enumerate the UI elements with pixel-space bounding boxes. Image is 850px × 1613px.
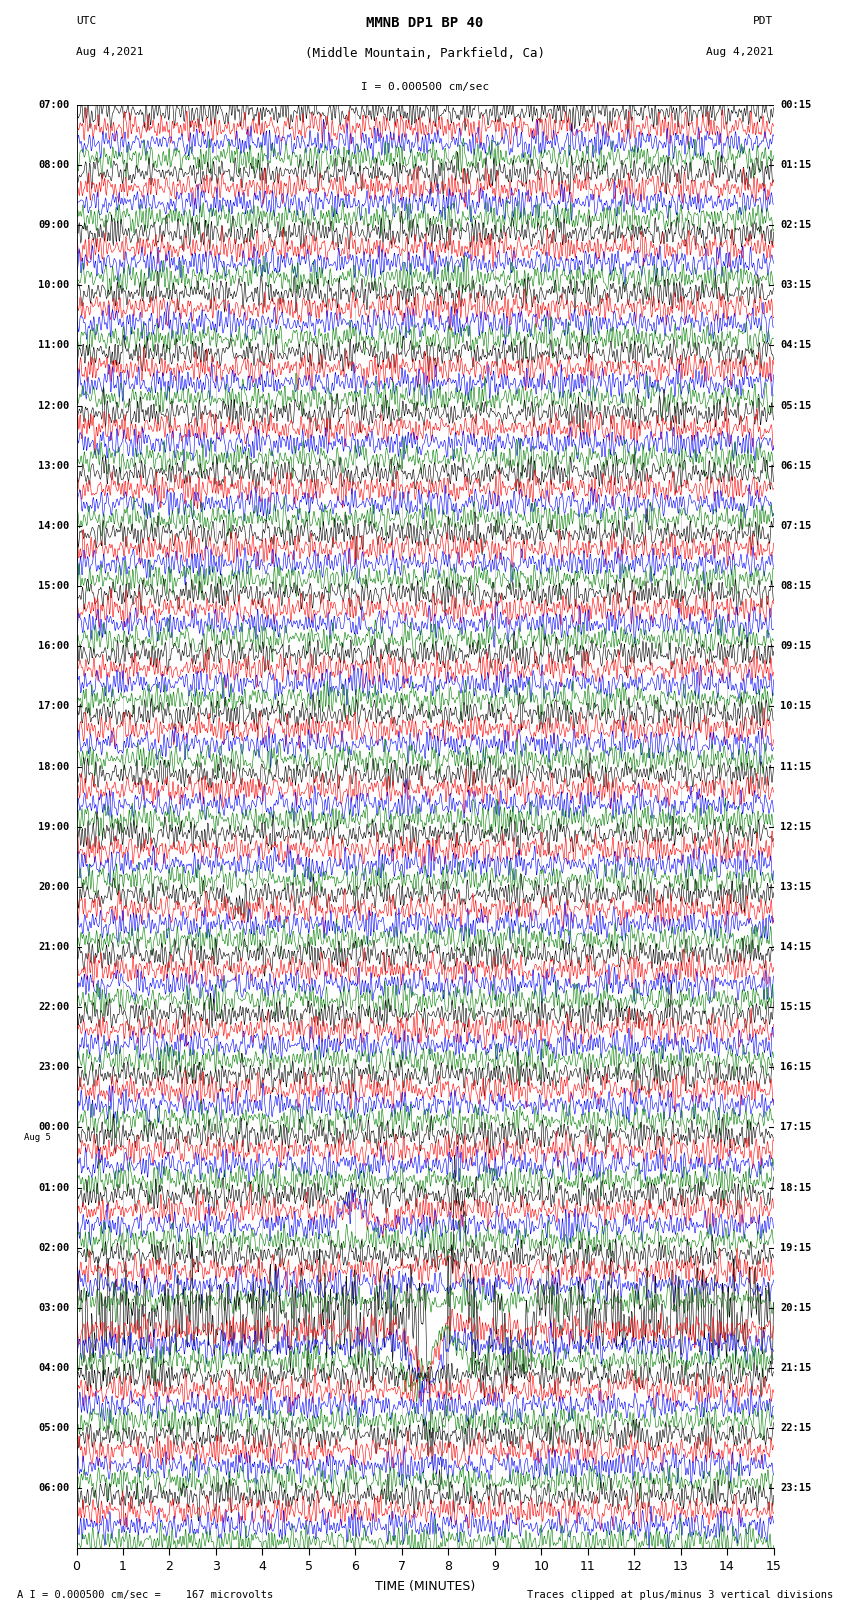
Text: UTC: UTC xyxy=(76,16,97,26)
Text: 05:00: 05:00 xyxy=(38,1423,70,1434)
Text: (Middle Mountain, Parkfield, Ca): (Middle Mountain, Parkfield, Ca) xyxy=(305,47,545,60)
Text: 07:00: 07:00 xyxy=(38,100,70,110)
Text: 13:00: 13:00 xyxy=(38,461,70,471)
Text: 06:15: 06:15 xyxy=(780,461,812,471)
Text: 07:15: 07:15 xyxy=(780,521,812,531)
Text: 15:00: 15:00 xyxy=(38,581,70,590)
Text: 03:15: 03:15 xyxy=(780,281,812,290)
Text: 00:15: 00:15 xyxy=(780,100,812,110)
Text: 09:00: 09:00 xyxy=(38,219,70,231)
Text: I = 0.000500 cm/sec: I = 0.000500 cm/sec xyxy=(361,82,489,92)
Text: 02:15: 02:15 xyxy=(780,219,812,231)
Text: 14:15: 14:15 xyxy=(780,942,812,952)
Text: Aug 5: Aug 5 xyxy=(24,1134,51,1142)
Text: 16:15: 16:15 xyxy=(780,1063,812,1073)
Text: Aug 4,2021: Aug 4,2021 xyxy=(76,47,144,56)
Text: 19:15: 19:15 xyxy=(780,1242,812,1253)
Text: 05:15: 05:15 xyxy=(780,400,812,411)
Text: MMNB DP1 BP 40: MMNB DP1 BP 40 xyxy=(366,16,484,29)
Text: 01:00: 01:00 xyxy=(38,1182,70,1192)
Text: 21:00: 21:00 xyxy=(38,942,70,952)
Text: 17:15: 17:15 xyxy=(780,1123,812,1132)
Text: 09:15: 09:15 xyxy=(780,642,812,652)
Text: 04:00: 04:00 xyxy=(38,1363,70,1373)
Text: 13:15: 13:15 xyxy=(780,882,812,892)
Text: 01:15: 01:15 xyxy=(780,160,812,169)
Text: 20:00: 20:00 xyxy=(38,882,70,892)
Text: 14:00: 14:00 xyxy=(38,521,70,531)
Text: 11:00: 11:00 xyxy=(38,340,70,350)
Text: 03:00: 03:00 xyxy=(38,1303,70,1313)
Text: 10:15: 10:15 xyxy=(780,702,812,711)
Text: A I = 0.000500 cm/sec =    167 microvolts: A I = 0.000500 cm/sec = 167 microvolts xyxy=(17,1590,273,1600)
Text: 18:15: 18:15 xyxy=(780,1182,812,1192)
Text: 08:15: 08:15 xyxy=(780,581,812,590)
Text: 12:15: 12:15 xyxy=(780,821,812,832)
Text: 00:00: 00:00 xyxy=(38,1123,70,1132)
X-axis label: TIME (MINUTES): TIME (MINUTES) xyxy=(375,1579,475,1592)
Text: PDT: PDT xyxy=(753,16,774,26)
Text: 11:15: 11:15 xyxy=(780,761,812,771)
Text: 06:00: 06:00 xyxy=(38,1484,70,1494)
Text: 04:15: 04:15 xyxy=(780,340,812,350)
Text: Aug 4,2021: Aug 4,2021 xyxy=(706,47,774,56)
Text: 22:15: 22:15 xyxy=(780,1423,812,1434)
Text: 08:00: 08:00 xyxy=(38,160,70,169)
Text: 02:00: 02:00 xyxy=(38,1242,70,1253)
Text: 17:00: 17:00 xyxy=(38,702,70,711)
Text: 15:15: 15:15 xyxy=(780,1002,812,1011)
Text: 23:00: 23:00 xyxy=(38,1063,70,1073)
Text: 18:00: 18:00 xyxy=(38,761,70,771)
Text: 10:00: 10:00 xyxy=(38,281,70,290)
Text: 23:15: 23:15 xyxy=(780,1484,812,1494)
Text: 21:15: 21:15 xyxy=(780,1363,812,1373)
Text: 19:00: 19:00 xyxy=(38,821,70,832)
Text: Traces clipped at plus/minus 3 vertical divisions: Traces clipped at plus/minus 3 vertical … xyxy=(527,1590,833,1600)
Text: 20:15: 20:15 xyxy=(780,1303,812,1313)
Text: 12:00: 12:00 xyxy=(38,400,70,411)
Text: 22:00: 22:00 xyxy=(38,1002,70,1011)
Text: 16:00: 16:00 xyxy=(38,642,70,652)
